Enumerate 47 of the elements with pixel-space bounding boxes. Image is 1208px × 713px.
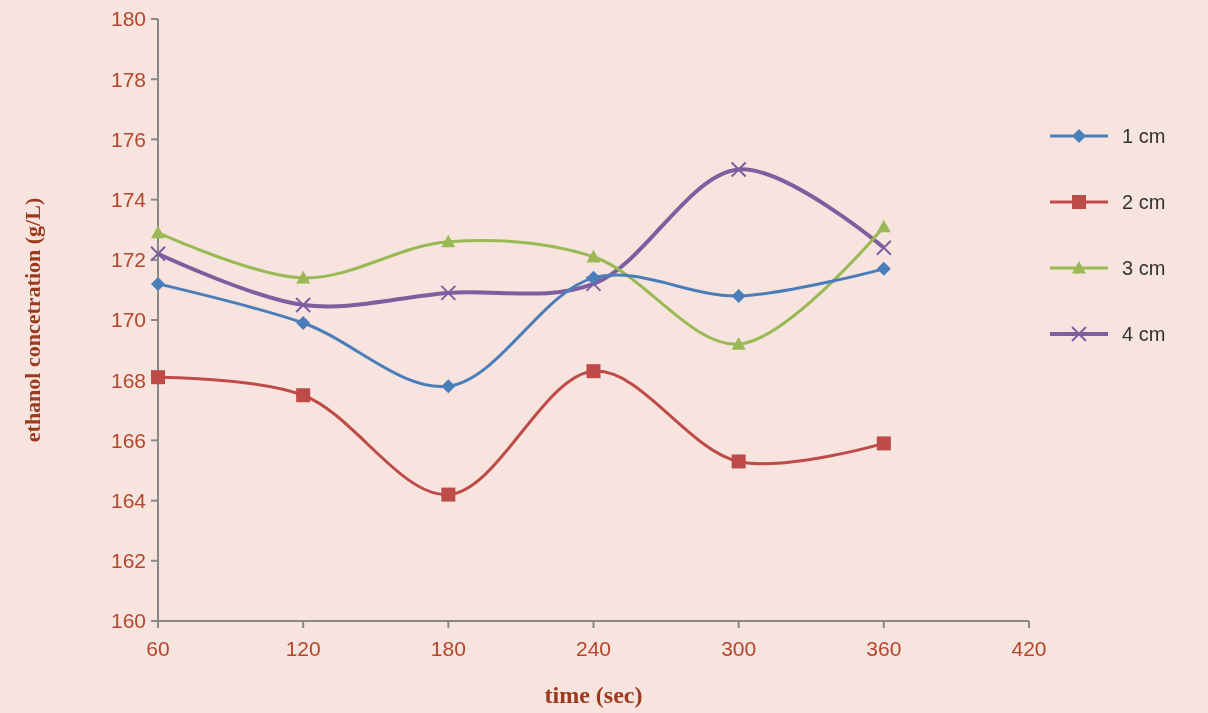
- legend-label: 4 cm: [1122, 323, 1166, 345]
- x-tick-label: 120: [285, 637, 321, 660]
- y-tick-label: 180: [110, 7, 146, 31]
- y-tick-label: 162: [110, 549, 146, 573]
- point: [441, 234, 456, 248]
- point: [731, 337, 746, 350]
- y-tick-label: 160: [110, 609, 146, 633]
- point: [296, 270, 311, 284]
- point: [875, 239, 892, 256]
- point: [586, 270, 601, 285]
- point: [876, 219, 891, 233]
- point: [876, 261, 891, 276]
- y-tick-label: 168: [110, 368, 146, 392]
- x-tick-label: 180: [430, 637, 466, 660]
- y-tick-label: 172: [110, 248, 146, 272]
- point: [586, 249, 601, 263]
- point: [296, 316, 311, 331]
- x-tick-label: 240: [575, 637, 612, 660]
- point: [150, 245, 166, 262]
- y-tick-label: 176: [110, 127, 146, 151]
- y-axis-title: ethanol concetration (g/L): [20, 197, 45, 443]
- point: [731, 454, 746, 469]
- point: [440, 284, 457, 301]
- legend-label: 3 cm: [1122, 257, 1166, 279]
- point: [586, 364, 601, 379]
- point: [296, 388, 311, 403]
- point: [151, 276, 165, 291]
- point: [876, 436, 891, 451]
- y-tick-label: 166: [110, 428, 146, 452]
- y-tick-label: 170: [110, 308, 146, 332]
- y-tick-label: 178: [110, 67, 146, 91]
- x-tick-label: 60: [146, 637, 170, 660]
- point: [441, 487, 456, 502]
- y-tick-label: 164: [110, 488, 147, 512]
- y-tick-label: 174: [110, 187, 147, 211]
- x-tick-label: 420: [1011, 637, 1047, 660]
- point: [295, 296, 312, 313]
- point: [151, 225, 165, 239]
- point: [731, 288, 746, 303]
- x-tick-label: 360: [866, 637, 902, 660]
- point: [441, 379, 456, 394]
- x-tick-label: 300: [721, 637, 757, 660]
- legend-label: 2 cm: [1122, 191, 1166, 213]
- legend-label: 1 cm: [1122, 125, 1166, 147]
- point: [151, 370, 165, 385]
- point: [730, 161, 747, 178]
- x-axis-title: time (sec): [544, 682, 643, 708]
